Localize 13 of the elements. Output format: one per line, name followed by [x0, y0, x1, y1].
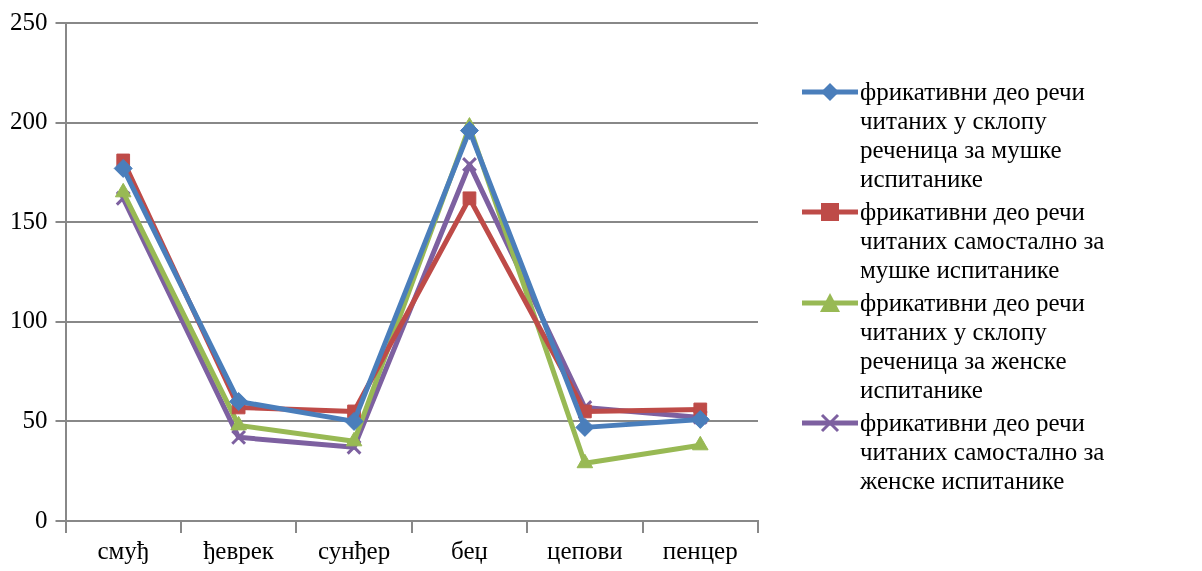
y-tick-label: 100	[10, 306, 48, 334]
y-tick-label: 50	[22, 405, 48, 433]
x-tick-label: ђеврек	[203, 536, 275, 564]
y-tick-label: 0	[35, 505, 48, 533]
x-tick-label: пенцер	[662, 536, 738, 564]
legend-label: фрикативни део речи читаних самостално за женске испитанике	[860, 407, 1106, 495]
x-tick-label: смуђ	[97, 536, 149, 564]
x-tick-label: беџ	[451, 536, 488, 564]
x-tick-label: цепови	[547, 536, 623, 564]
y-tick-label: 250	[10, 7, 48, 35]
y-tick-label: 150	[10, 206, 48, 234]
x-tick-label: сунђер	[317, 536, 391, 564]
y-tick-label: 200	[10, 107, 48, 135]
